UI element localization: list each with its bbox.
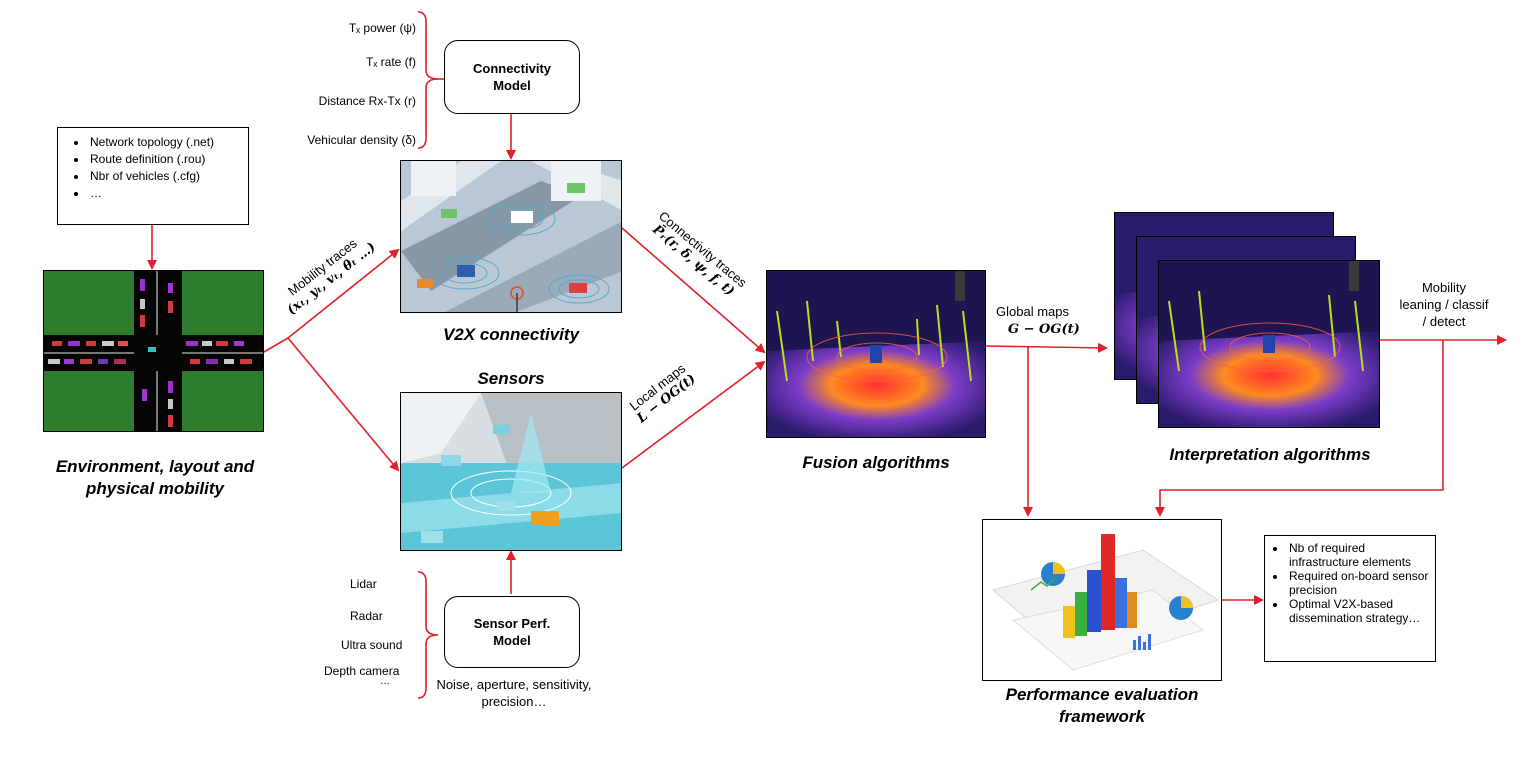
input-list-item: Nbr of vehicles (.cfg): [88, 168, 248, 185]
connectivity-params-brace: [417, 11, 439, 149]
sensor-noise-line: Noise, aperture, sensitivity,: [436, 677, 592, 692]
performance-caption: Performance evaluation framework: [960, 684, 1244, 728]
environment-caption-line: Environment, layout and: [55, 457, 255, 476]
results-list-item: Nb of required infrastructure elements: [1287, 541, 1429, 569]
global-maps-text: Global maps: [996, 304, 1069, 319]
results-list-box: Nb of required infrastructure elements R…: [1264, 535, 1436, 662]
sensor-ultrasound: Ultra sound: [341, 638, 403, 652]
arrow-to-v2x: [287, 248, 400, 339]
sensor-noise-line: precision…: [481, 694, 547, 709]
connectivity-model-line: Model: [493, 78, 531, 93]
sensor-model-box: Sensor Perf. Model: [444, 596, 580, 668]
sensor-model-line: Model: [493, 633, 531, 648]
input-list-item: …: [88, 185, 248, 202]
arrow-fusion-to-interpretation: [985, 342, 1108, 353]
input-list-box: Network topology (.net) Route definition…: [57, 127, 249, 225]
sensor-depth-camera: Depth camera: [324, 664, 400, 678]
arrow-environment-out: [263, 337, 289, 353]
sensor-noise-note: Noise, aperture, sensitivity, precision…: [424, 676, 604, 710]
sensor-lidar: Lidar: [350, 577, 377, 591]
interpretation-image-front: [1158, 260, 1380, 428]
performance-image: [982, 519, 1222, 681]
performance-caption-line: Performance evaluation: [1005, 685, 1199, 704]
arrow-v2x-to-fusion: [621, 227, 766, 354]
interpretation-caption: Interpretation algorithms: [1169, 445, 1371, 464]
sensor-list-brace: [417, 571, 439, 699]
connectivity-model-box: Connectivity Model: [444, 40, 580, 114]
connectivity-model-line: Connectivity: [472, 61, 551, 76]
sensor-ellipsis: …: [380, 676, 390, 687]
global-maps-formula: G − OG(t): [1008, 322, 1080, 337]
param-tx-rate: Tₓ rate (f): [366, 55, 416, 69]
performance-caption-line: framework: [1059, 707, 1145, 726]
environment-caption: Environment, layout and physical mobilit…: [20, 456, 290, 500]
sensors-caption: Sensors: [477, 369, 545, 388]
fusion-image: [766, 270, 986, 438]
param-vehicular-density: Vehicular density (δ): [307, 133, 416, 147]
results-list-item: Required on-board sensor precision: [1287, 569, 1429, 597]
arrow-output-to-performance: [1155, 340, 1444, 517]
sensor-model-line: Sensor Perf.: [473, 616, 551, 631]
param-distance: Distance Rx-Tx (r): [318, 94, 416, 108]
sensors-image: [400, 392, 622, 551]
v2x-caption: V2X connectivity: [442, 325, 580, 344]
arrow-sensors-to-fusion: [621, 360, 766, 469]
environment-caption-line: physical mobility: [86, 479, 224, 498]
mobility-output-label: Mobility leaning / classif / detect: [1384, 279, 1504, 330]
mobility-output-line: leaning / classif: [1399, 297, 1489, 312]
sensor-radar: Radar: [350, 609, 383, 623]
input-list-item: Route definition (.rou): [88, 151, 248, 168]
environment-map-image: [43, 270, 264, 432]
mobility-output-line: Mobility: [1421, 280, 1467, 295]
v2x-connectivity-image: [400, 160, 622, 313]
results-list-item: Optimal V2X-based dissemination strategy…: [1287, 597, 1429, 625]
arrow-to-sensors: [287, 337, 400, 472]
fusion-caption: Fusion algorithms: [802, 453, 950, 472]
mobility-output-line: / detect: [1422, 314, 1466, 329]
input-list-item: Network topology (.net): [88, 134, 248, 151]
param-tx-power: Tₓ power (ψ): [348, 21, 416, 35]
